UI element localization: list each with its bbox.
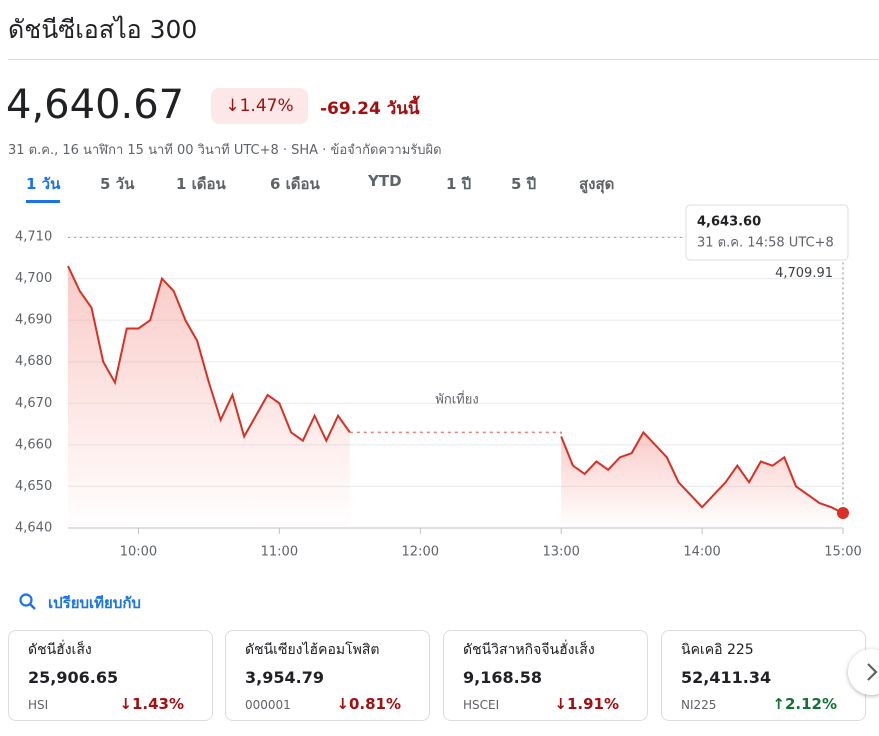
tooltip-value: 4,643.60 [697, 215, 761, 230]
reference-label: 4,709.91 [775, 266, 833, 281]
chart: 4,640 4,650 4,660 4,670 4,680 4,690 4,700 4,710… [15, 204, 862, 560]
y-tick-label: 4,640 [15, 521, 52, 536]
break-connector [349, 431, 562, 437]
y-tick-label: 4,710 [15, 230, 52, 245]
tab[interactable]: 5 ปี [511, 175, 537, 193]
price-line [67, 265, 351, 444]
subtitle: 31 ต.ค., 16 นาฬิกา 15 นาที 00 วินาที UTC… [8, 143, 442, 158]
tab[interactable]: 1 เดือน [176, 175, 226, 193]
tab[interactable]: 1 วัน [26, 172, 61, 203]
card-name: นิคเคอิ 225 [681, 642, 754, 658]
card-value: 25,906.65 [28, 668, 119, 687]
card-ticker: 000001 [245, 698, 291, 712]
area [68, 266, 350, 528]
tooltip-time: 31 ต.ค. 14:58 UTC+8 [697, 236, 834, 251]
x-tick-label: 13:00 [542, 545, 579, 560]
price: 4,640.67 [6, 82, 185, 128]
tooltip-box [685, 204, 849, 261]
annotation: พักเที่ยง [435, 391, 478, 408]
card-ticker: HSCEI [463, 698, 500, 712]
y-tick-label: 4,650 [15, 479, 52, 494]
card-change: ↓1.43% [119, 695, 184, 713]
y-tick-label: 4,700 [15, 271, 52, 286]
card-change: ↓1.91% [554, 695, 619, 713]
range-tabs: 1 วัน 5 วัน 1 เดือน 6 เดือน YTD 1 ปี 5 ปี สูงสุ… [0, 172, 879, 204]
area [561, 432, 843, 528]
compare-card[interactable]: นิคเคอิ 225 52,411.34 NI225 ↑2.12% [661, 630, 866, 721]
tab[interactable]: 1 ปี [446, 175, 472, 193]
compare-card[interactable]: ดัชนีฮั่งเส็ง 25,906.65 HSI ↓1.43% [8, 630, 213, 721]
tab[interactable]: 6 เดือน [270, 175, 320, 193]
x-tick-label: 12:00 [402, 545, 439, 560]
card-name: ดัชนีวิสาหกิจจีนฮั่งเส็ง [463, 642, 595, 658]
x-tick-label: 14:00 [683, 545, 720, 560]
card-ticker: HSI [28, 698, 49, 712]
title: ดัชนีซีเอสไอ 300 [8, 15, 198, 44]
card-change: ↓0.81% [336, 695, 401, 713]
price-line [560, 430, 844, 514]
chevron [867, 663, 878, 681]
tab[interactable]: 5 วัน [100, 175, 135, 193]
x-tick-label: 11:00 [261, 545, 298, 560]
compare-card[interactable]: ดัชนีเซียงไฮ้คอมโพสิต 3,954.79 000001 ↓0.81… [225, 630, 430, 721]
x-tick-label: 15:00 [824, 545, 861, 560]
card-value: 9,168.58 [463, 668, 542, 687]
y-tick-label: 4,670 [15, 396, 52, 411]
x-tick-label: 10:00 [120, 545, 157, 560]
tab[interactable]: สูงสุด [579, 175, 615, 193]
change-absolute: -69.24 วันนี้ [320, 99, 420, 119]
compare-card[interactable]: ดัชนีวิสาหกิจจีนฮั่งเส็ง 9,168.58 HSCEI ↓1.… [443, 630, 648, 721]
card-ticker: NI225 [681, 698, 717, 712]
card-change: ↑2.12% [772, 695, 837, 713]
card-value: 3,954.79 [245, 668, 324, 687]
end-point [837, 507, 849, 520]
card-name: ดัชนีเซียงไฮ้คอมโพสิต [245, 642, 380, 658]
y-tick-label: 4,690 [15, 313, 52, 328]
change-percent: ↓1.47% [211, 88, 308, 124]
compare-title[interactable]: เปรียบเทียบกับ [48, 594, 141, 612]
tab[interactable]: YTD [368, 172, 402, 190]
y-tick-label: 4,660 [15, 437, 52, 452]
separator [8, 59, 879, 60]
y-tick-label: 4,680 [15, 354, 52, 369]
card-value: 52,411.34 [681, 668, 772, 687]
card-name: ดัชนีฮั่งเส็ง [28, 642, 92, 658]
next-button[interactable] [848, 649, 879, 695]
search-icon [19, 593, 36, 610]
